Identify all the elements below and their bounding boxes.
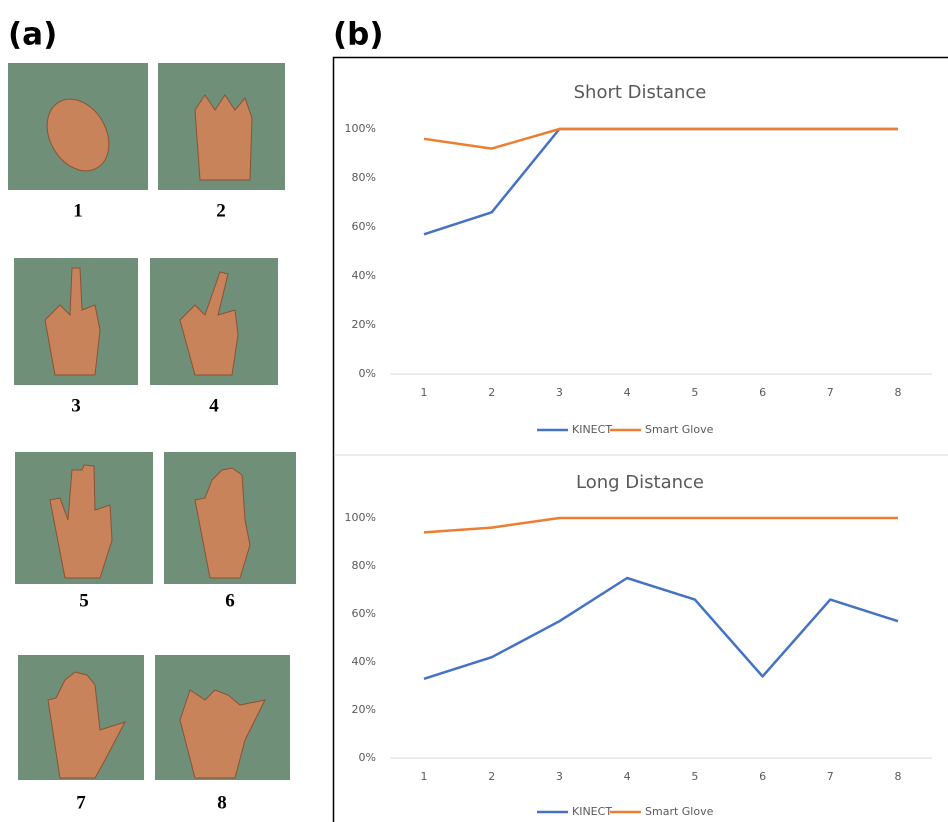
y-tick-label: 100% [345, 122, 376, 135]
x-tick-label: 2 [488, 386, 495, 399]
x-tick-label: 4 [624, 770, 631, 783]
y-tick-label: 20% [352, 318, 376, 331]
x-tick-label: 1 [421, 386, 428, 399]
chart-title: Long Distance [576, 472, 704, 493]
x-tick-label: 8 [895, 770, 902, 783]
data-line [424, 518, 898, 532]
x-tick-label: 8 [895, 386, 902, 399]
x-tick-label: 3 [556, 386, 563, 399]
x-tick-label: 4 [624, 386, 631, 399]
legend-label: KINECT [572, 805, 612, 818]
gesture-label: 5 [79, 590, 89, 611]
y-tick-label: 60% [352, 220, 376, 233]
y-tick-label: 40% [352, 655, 376, 668]
x-tick-label: 7 [827, 770, 834, 783]
gesture-label: 1 [73, 200, 83, 221]
gesture-label: 3 [71, 395, 81, 416]
y-tick-label: 40% [352, 269, 376, 282]
x-tick-label: 6 [759, 770, 766, 783]
x-tick-label: 1 [421, 770, 428, 783]
y-tick-label: 20% [352, 703, 376, 716]
panel-label: (a) [8, 17, 57, 53]
y-tick-label: 0% [359, 367, 376, 380]
data-line [424, 129, 898, 234]
gesture-label: 2 [216, 200, 226, 221]
x-tick-label: 6 [759, 386, 766, 399]
x-tick-label: 7 [827, 386, 834, 399]
y-tick-label: 80% [352, 171, 376, 184]
legend-label: Smart Glove [645, 423, 714, 436]
legend-label: Smart Glove [645, 805, 714, 818]
chart-title: Short Distance [574, 82, 707, 103]
gesture-images [8, 63, 296, 780]
panel-frame [334, 58, 948, 822]
gesture-label: 6 [225, 590, 235, 611]
x-tick-label: 5 [691, 770, 698, 783]
y-tick-label: 80% [352, 559, 376, 572]
x-tick-label: 3 [556, 770, 563, 783]
gesture-label: 4 [209, 395, 219, 416]
data-line [424, 129, 898, 149]
y-tick-label: 60% [352, 607, 376, 620]
legend-label: KINECT [572, 423, 612, 436]
figure: (a) (b) 12345678Short Distance0%20%40%60… [0, 0, 948, 822]
x-tick-label: 2 [488, 770, 495, 783]
gesture-label: 7 [76, 792, 86, 813]
gesture-label: 8 [217, 792, 227, 813]
x-tick-label: 5 [691, 386, 698, 399]
data-line [424, 578, 898, 679]
y-tick-label: 0% [359, 751, 376, 764]
y-tick-label: 100% [345, 511, 376, 524]
panel-label: (b) [333, 17, 384, 53]
